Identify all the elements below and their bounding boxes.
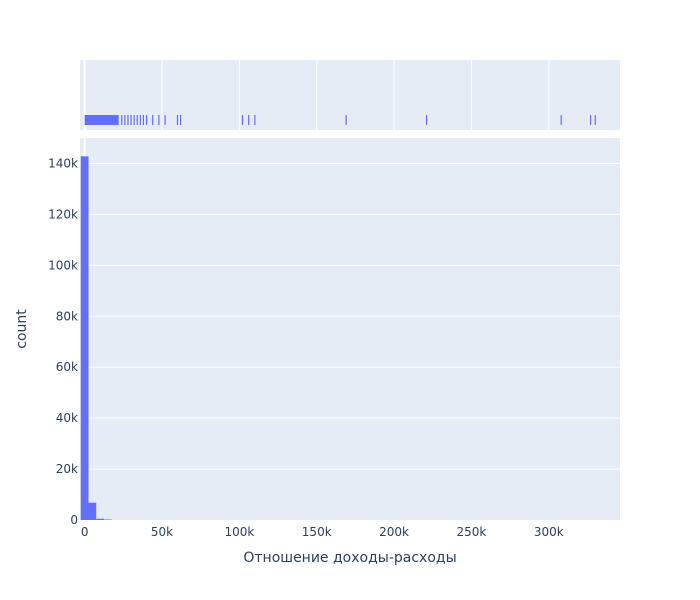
- rug-marks: [84, 115, 596, 125]
- y-tick-label: 40k: [56, 411, 78, 425]
- rug-plot-area: [80, 60, 620, 130]
- x-tick-label: 50k: [151, 525, 173, 539]
- x-tick-label: 100k: [224, 525, 254, 539]
- rug-dense-block: [84, 115, 119, 125]
- y-tick-label: 120k: [48, 207, 78, 221]
- x-tick-label: 250k: [457, 525, 487, 539]
- y-tick-label: 20k: [56, 462, 78, 476]
- x-tick-label: 200k: [379, 525, 409, 539]
- y-tick-label: 140k: [48, 156, 78, 170]
- y-tick-label: 60k: [56, 360, 78, 374]
- histogram-bars: [80, 156, 112, 520]
- histogram-bar: [88, 502, 97, 520]
- histogram-bar: [80, 156, 89, 520]
- y-tick-label: 0: [70, 513, 78, 527]
- x-tick-label: 150k: [302, 525, 332, 539]
- y-tick-labels: 0 20k 40k 60k 80k 100k 120k 140k: [48, 156, 78, 527]
- x-tick-label: 300k: [534, 525, 564, 539]
- x-axis-title: Отношение доходы-расходы: [243, 550, 456, 566]
- y-axis-title: count: [14, 309, 30, 349]
- y-tick-label: 80k: [56, 309, 78, 323]
- main-plot-area: [80, 138, 620, 520]
- x-tick-label: 0: [81, 525, 89, 539]
- histogram-bar: [103, 519, 112, 520]
- y-tick-label: 100k: [48, 258, 78, 272]
- histogram-bar: [96, 518, 104, 520]
- x-tick-labels: 0 50k 100k 150k 200k 250k 300k: [81, 525, 564, 539]
